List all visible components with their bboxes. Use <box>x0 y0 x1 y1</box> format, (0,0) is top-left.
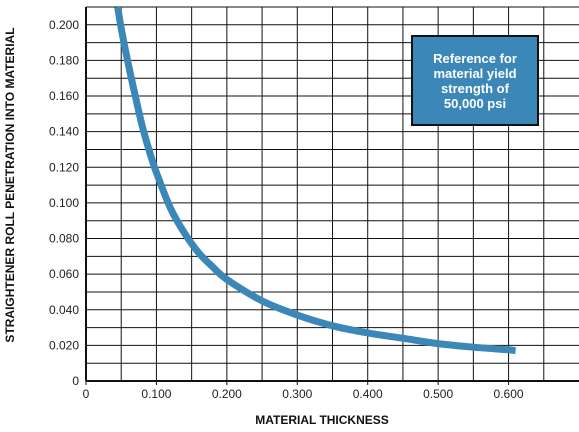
y-tick-label: 0.180 <box>49 53 79 67</box>
y-tick-label: 0.140 <box>49 125 79 139</box>
series-layer <box>114 7 517 355</box>
x-tick-label: 0.500 <box>423 387 453 401</box>
x-tick-label: 0.300 <box>282 387 312 401</box>
annotation-line-4: 50,000 psi <box>443 95 507 111</box>
y-tick-label: 0.040 <box>49 303 79 317</box>
plot-frame <box>85 7 579 382</box>
x-tick-label: 0.600 <box>494 387 524 401</box>
x-tick-labels: 0 0.100 0.200 0.300 0.400 0.500 0.600 <box>83 381 524 401</box>
x-tick-label: 0.400 <box>353 387 383 401</box>
x-tick-label: 0 <box>83 387 90 401</box>
y-tick-label: 0.160 <box>49 89 79 103</box>
annotation-line-2: material yield <box>433 65 517 81</box>
y-tick-label: 0.080 <box>49 232 79 246</box>
y-tick-label: 0.060 <box>49 267 79 281</box>
annotation-line-3: strength of <box>441 80 509 96</box>
y-tick-label: 0.200 <box>49 18 79 32</box>
y-tick-label: 0 <box>72 374 79 388</box>
x-tick-label: 0.200 <box>212 387 242 401</box>
y-axis-title: STRAIGHTENER ROLL PENETRATION INTO MATER… <box>3 27 17 342</box>
annotation-line-1: Reference for <box>433 50 517 66</box>
y-tick-labels: 0 0.020 0.040 0.060 0.080 0.100 0.120 0.140 0.16… <box>49 18 79 388</box>
x-axis-title: MATERIAL THICKNESS <box>255 413 389 427</box>
series-line <box>114 7 517 355</box>
x-tick-label: 0.100 <box>141 387 171 401</box>
y-tick-label: 0.020 <box>49 338 79 352</box>
y-tick-label: 0.100 <box>49 196 79 210</box>
reference-annotation-box: Reference for material yield strength of… <box>411 35 539 126</box>
y-tick-label: 0.120 <box>49 160 79 174</box>
